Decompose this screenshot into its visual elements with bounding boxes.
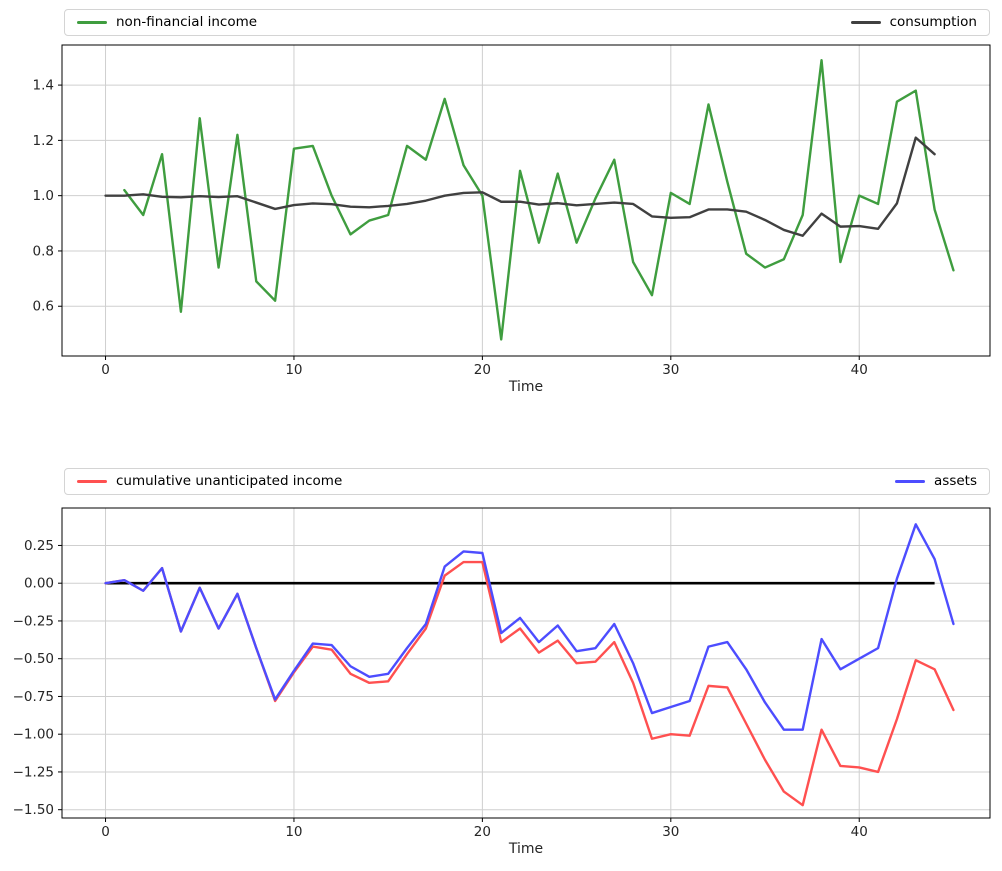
- legend-swatch-cumulative-unanticipated-income: [77, 480, 107, 483]
- x-axis-label-top: Time: [508, 379, 544, 395]
- legend-swatch-consumption: [850, 21, 881, 24]
- legend-top: non-financial income consumption: [64, 9, 990, 36]
- y-tick-label: −0.50: [13, 651, 54, 667]
- series-line-cumulative-unanticipated-income: [104, 560, 955, 807]
- y-tick-label: 1.4: [33, 78, 54, 94]
- legend-label-assets: assets: [934, 472, 977, 489]
- y-tick-label: 0.6: [33, 299, 54, 315]
- x-tick-label: 10: [285, 362, 302, 378]
- y-tick-label: −1.25: [13, 764, 54, 780]
- chart-0: 0 10 20 30 40 1.4 1.2 1.0 0.8 0.6: [33, 44, 991, 378]
- x-tick-label: 0: [101, 824, 110, 840]
- y-tick-label: −0.25: [13, 613, 54, 629]
- x-tick-label: 30: [662, 824, 679, 840]
- series-line-consumption: [104, 136, 936, 237]
- legend-entry-cumulative-unanticipated-income: cumulative unanticipated income: [77, 472, 343, 489]
- x-tick-label: 10: [285, 824, 302, 840]
- x-tick-label: 40: [851, 362, 868, 378]
- legend-label-consumption: consumption: [889, 13, 977, 30]
- y-tick-label: 0.00: [24, 576, 54, 592]
- x-tick-label: 20: [474, 824, 491, 840]
- y-tick-label: 1.2: [33, 133, 54, 149]
- x-tick-label: 30: [662, 362, 679, 378]
- legend-entry-non-financial-income: non-financial income: [77, 13, 258, 30]
- x-tick-label: 20: [474, 362, 491, 378]
- x-tick-label: 0: [101, 362, 110, 378]
- y-tick-label: 0.25: [24, 538, 54, 554]
- legend-label-non-financial-income: non-financial income: [116, 13, 258, 30]
- y-tick-label: −1.50: [13, 802, 54, 818]
- legend-entry-consumption: consumption: [850, 13, 977, 30]
- series-line-assets: [104, 523, 955, 731]
- legend-bottom: cumulative unanticipated income assets: [64, 468, 990, 495]
- series-line-non-financial-income: [123, 59, 955, 341]
- chart-1: 0 10 20 30 40 0.25 0.00 −0.25 −0.50 −0.75 −1.00 −1.…: [13, 507, 991, 840]
- legend-label-cumulative-unanticipated-income: cumulative unanticipated income: [116, 472, 343, 489]
- plot-spines: [61, 44, 991, 357]
- plot-spines: [61, 507, 991, 819]
- legend-swatch-assets: [895, 480, 926, 483]
- y-tick-label: 0.8: [33, 243, 54, 259]
- x-tick-label: 40: [851, 824, 868, 840]
- y-tick-label: 1.0: [33, 188, 54, 204]
- y-tick-label: −0.75: [13, 689, 54, 705]
- y-tick-label: −1.00: [13, 727, 54, 743]
- legend-entry-assets: assets: [895, 472, 977, 489]
- legend-swatch-non-financial-income: [77, 21, 107, 24]
- x-axis-label-bottom: Time: [508, 841, 544, 857]
